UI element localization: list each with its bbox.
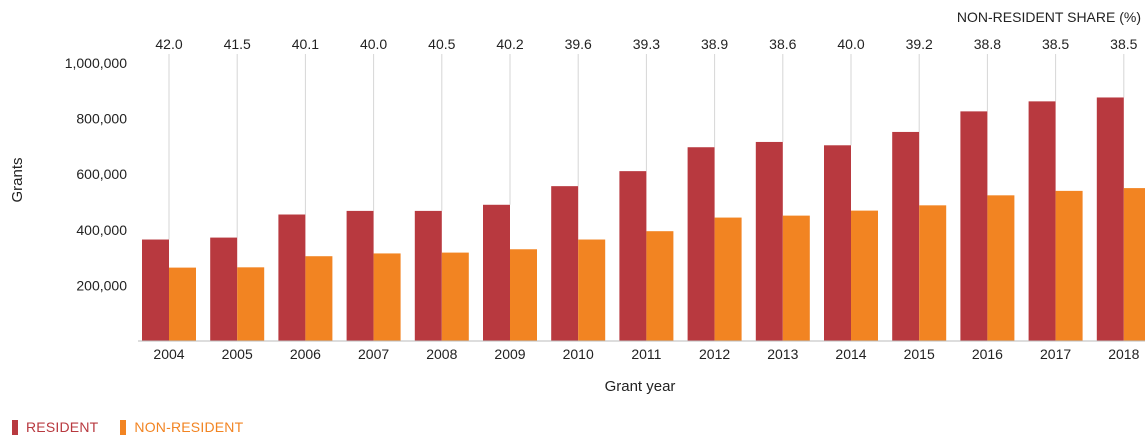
x-tick-label: 2009	[494, 346, 525, 362]
share-value-label: 38.6	[769, 36, 796, 52]
x-tick-label: 2015	[904, 346, 935, 362]
x-tick-label: 2004	[153, 346, 184, 362]
share-value-label: 40.5	[428, 36, 455, 52]
bar-resident	[142, 239, 169, 341]
share-value-label: 42.0	[155, 36, 182, 52]
x-tick-label: 2016	[972, 346, 1003, 362]
y-tick-label: 800,000	[76, 111, 127, 127]
bar-non-resident	[782, 215, 810, 341]
y-tick-label: 600,000	[76, 166, 127, 182]
bar-resident	[551, 186, 579, 341]
bar-resident	[1028, 101, 1056, 341]
bar-non-resident	[441, 252, 469, 341]
bar-resident	[824, 145, 851, 341]
bar-resident	[346, 210, 374, 341]
bar-resident	[619, 171, 647, 341]
share-value-label: 38.5	[1042, 36, 1069, 52]
share-value-label: 38.5	[1110, 36, 1137, 52]
bar-non-resident	[578, 239, 606, 341]
y-axis-label: Grants	[9, 157, 26, 202]
x-tick-label: 2010	[563, 346, 594, 362]
bar-non-resident	[714, 217, 742, 341]
x-tick-label: 2011	[631, 346, 661, 362]
x-axis-label: Grant year	[605, 378, 676, 395]
y-tick-label: 1,000,000	[65, 55, 127, 71]
resident-swatch	[12, 419, 18, 435]
legend-label-non-resident: NON-RESIDENT	[134, 419, 244, 435]
x-tick-label: 2012	[699, 346, 730, 362]
legend: RESIDENT NON-RESIDENT	[12, 419, 243, 435]
legend-item-resident[interactable]: RESIDENT	[12, 419, 98, 435]
share-value-label: 39.6	[565, 36, 592, 52]
x-tick-label: 2005	[222, 346, 253, 362]
bar-resident	[892, 131, 920, 341]
bar-resident	[755, 141, 783, 341]
bar-non-resident	[237, 267, 265, 341]
non-resident-swatch	[120, 419, 127, 435]
x-tick-label: 2014	[835, 346, 866, 362]
y-tick-label: 200,000	[76, 277, 127, 293]
x-tick-label: 2013	[767, 346, 798, 362]
legend-label-resident: RESIDENT	[26, 419, 99, 435]
share-value-label: 40.2	[496, 36, 523, 52]
bar-resident	[960, 111, 988, 341]
share-value-label: 38.9	[701, 36, 728, 52]
bar-non-resident	[987, 195, 1015, 341]
bar-non-resident	[1055, 190, 1083, 341]
bar-resident	[483, 204, 510, 341]
share-value-label: 40.0	[360, 36, 387, 52]
bar-non-resident	[305, 256, 333, 341]
bar-resident	[414, 210, 442, 341]
bar-resident	[687, 147, 715, 341]
bar-non-resident	[919, 205, 947, 341]
bar-resident	[210, 237, 238, 341]
bar-non-resident	[646, 231, 674, 341]
chart-text: 200,000 400,000 600,000 800,000 1,000,000 200…	[65, 36, 1140, 362]
x-tick-label: 2006	[290, 346, 321, 362]
x-tick-label: 2018	[1108, 346, 1139, 362]
y-tick-label: 400,000	[76, 222, 127, 238]
bar-non-resident	[1123, 188, 1145, 341]
bar-non-resident	[169, 267, 196, 341]
share-value-label: 39.3	[633, 36, 660, 52]
legend-item-non-resident[interactable]: NON-RESIDENT	[120, 419, 243, 435]
share-value-label: 39.2	[906, 36, 933, 52]
bars	[142, 97, 1145, 341]
share-value-label: 40.0	[837, 36, 864, 52]
x-tick-label: 2007	[358, 346, 389, 362]
grid-lines	[168, 54, 1125, 240]
x-tick-label: 2008	[426, 346, 457, 362]
bar-non-resident	[851, 210, 878, 341]
x-tick-label: 2017	[1040, 346, 1071, 362]
bar-non-resident	[373, 253, 401, 341]
share-value-label: 41.5	[224, 36, 251, 52]
bar-non-resident	[510, 249, 537, 341]
share-value-label: 38.8	[974, 36, 1001, 52]
share-value-label: 40.1	[292, 36, 319, 52]
bar-resident	[1096, 97, 1124, 341]
share-title: NON-RESIDENT SHARE (%)	[957, 9, 1141, 25]
bar-resident	[278, 214, 306, 341]
